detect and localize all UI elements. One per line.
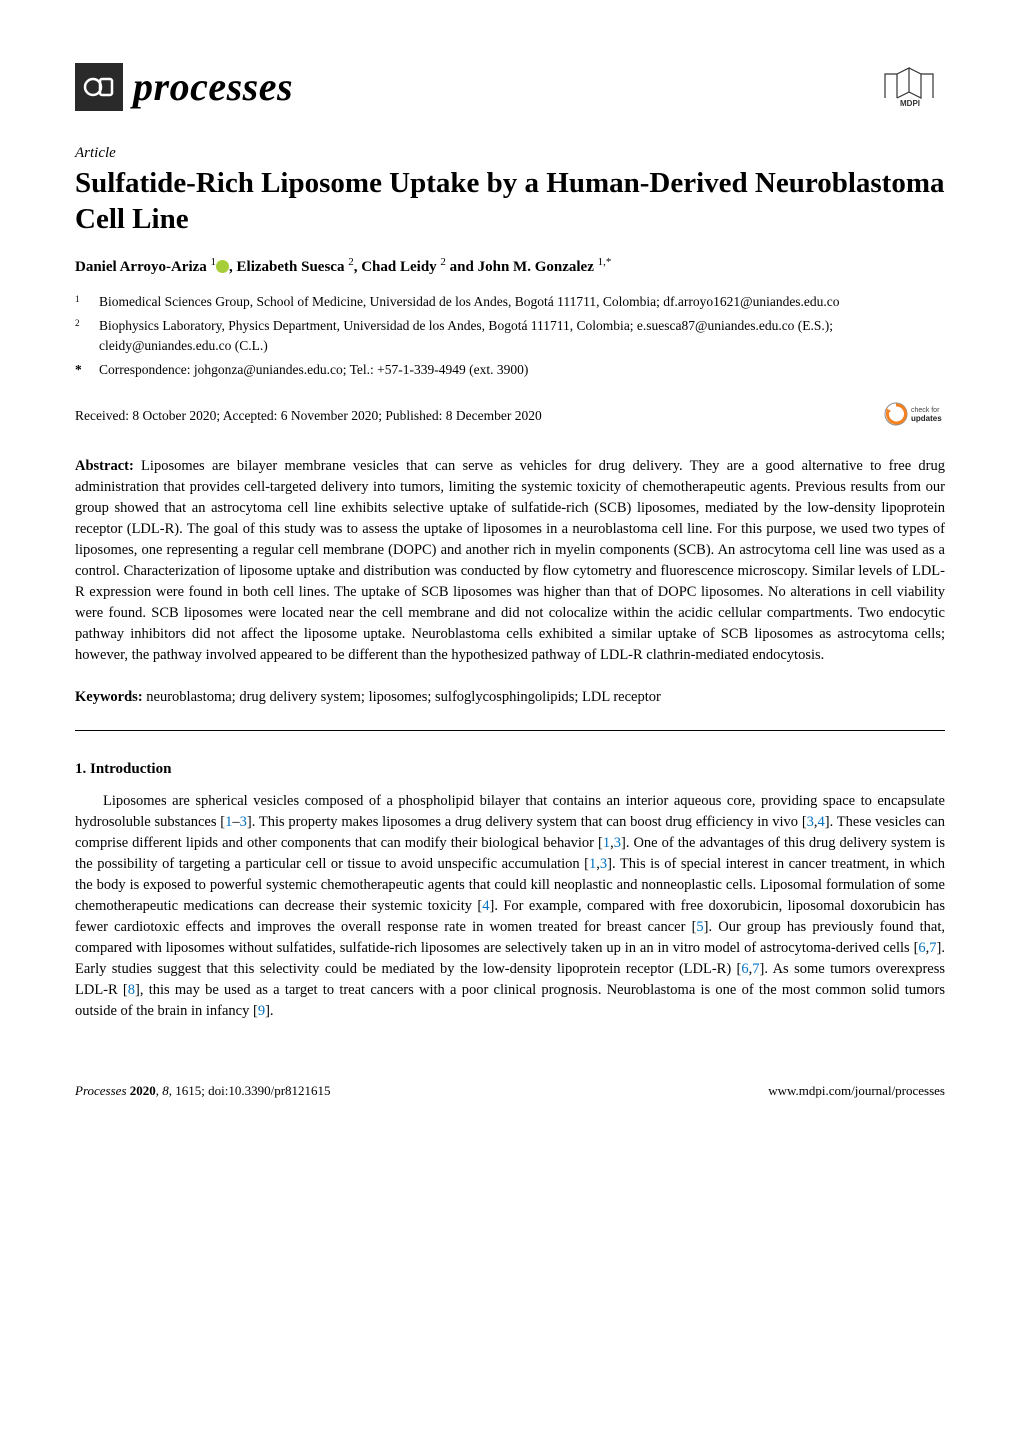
orcid-icon[interactable] bbox=[216, 260, 229, 273]
article-title: Sulfatide-Rich Liposome Uptake by a Huma… bbox=[75, 165, 945, 238]
correspondence-text: Correspondence: johgonza@uniandes.edu.co… bbox=[99, 360, 528, 380]
page-header: processes MDPI bbox=[75, 60, 945, 115]
journal-name: processes bbox=[133, 60, 293, 114]
affiliation-text: Biophysics Laboratory, Physics Departmen… bbox=[99, 316, 945, 357]
svg-text:check for: check for bbox=[911, 407, 940, 414]
abstract-text: Liposomes are bilayer membrane vesicles … bbox=[75, 458, 945, 663]
correspondence-row: * Correspondence: johgonza@uniandes.edu.… bbox=[99, 360, 945, 380]
footer-url[interactable]: www.mdpi.com/journal/processes bbox=[768, 1082, 945, 1100]
article-type: Article bbox=[75, 143, 945, 163]
affiliations-block: 1 Biomedical Sciences Group, School of M… bbox=[75, 292, 945, 381]
citation-link[interactable]: 9 bbox=[258, 1003, 265, 1019]
svg-text:updates: updates bbox=[911, 414, 942, 423]
affiliation-number: 2 bbox=[75, 316, 99, 357]
citation-link[interactable]: 7 bbox=[752, 961, 759, 977]
abstract-label: Abstract: bbox=[75, 458, 134, 474]
author-name: , Chad Leidy bbox=[354, 259, 441, 275]
svg-text:MDPI: MDPI bbox=[900, 99, 920, 108]
keywords-label: Keywords: bbox=[75, 689, 143, 705]
intro-paragraph: Liposomes are spherical vesicles compose… bbox=[75, 791, 945, 1022]
author-affil-sup: 1,* bbox=[598, 256, 612, 268]
affiliation-row: 1 Biomedical Sciences Group, School of M… bbox=[99, 292, 945, 312]
affiliation-text: Biomedical Sciences Group, School of Med… bbox=[99, 292, 840, 312]
author-name: Daniel Arroyo-Ariza bbox=[75, 259, 211, 275]
abstract-block: Abstract: Liposomes are bilayer membrane… bbox=[75, 456, 945, 666]
author-name: and John M. Gonzalez bbox=[446, 259, 598, 275]
author-name: , Elizabeth Suesca bbox=[229, 259, 348, 275]
check-updates-badge[interactable]: check for updates bbox=[883, 399, 945, 434]
dates-row: Received: 8 October 2020; Accepted: 6 No… bbox=[75, 399, 945, 434]
affiliation-row: 2 Biophysics Laboratory, Physics Departm… bbox=[99, 316, 945, 357]
page-footer: Processes 2020, 8, 1615; doi:10.3390/pr8… bbox=[75, 1082, 945, 1100]
citation-link[interactable]: 8 bbox=[128, 982, 135, 998]
authors-line: Daniel Arroyo-Ariza 1, Elizabeth Suesca … bbox=[75, 255, 945, 277]
citation-link[interactable]: 3 bbox=[807, 814, 814, 830]
journal-logo: processes bbox=[75, 60, 293, 114]
section-heading: 1. Introduction bbox=[75, 759, 945, 779]
publisher-logo: MDPI bbox=[875, 60, 945, 115]
affiliation-number: 1 bbox=[75, 292, 99, 312]
citation-link[interactable]: 5 bbox=[696, 919, 703, 935]
citation-link[interactable]: 3 bbox=[240, 814, 247, 830]
keywords-text: neuroblastoma; drug delivery system; lip… bbox=[143, 689, 661, 705]
publication-dates: Received: 8 October 2020; Accepted: 6 No… bbox=[75, 407, 542, 425]
keywords-block: Keywords: neuroblastoma; drug delivery s… bbox=[75, 688, 945, 708]
correspondence-marker: * bbox=[75, 360, 99, 380]
citation-link[interactable]: 7 bbox=[929, 940, 936, 956]
citation-link[interactable]: 4 bbox=[818, 814, 825, 830]
journal-logo-icon bbox=[75, 63, 123, 111]
citation-link[interactable]: 3 bbox=[614, 835, 621, 851]
citation-link[interactable]: 6 bbox=[741, 961, 748, 977]
section-divider bbox=[75, 730, 945, 731]
footer-citation: Processes 2020, 8, 1615; doi:10.3390/pr8… bbox=[75, 1082, 331, 1100]
citation-link[interactable]: 6 bbox=[918, 940, 925, 956]
